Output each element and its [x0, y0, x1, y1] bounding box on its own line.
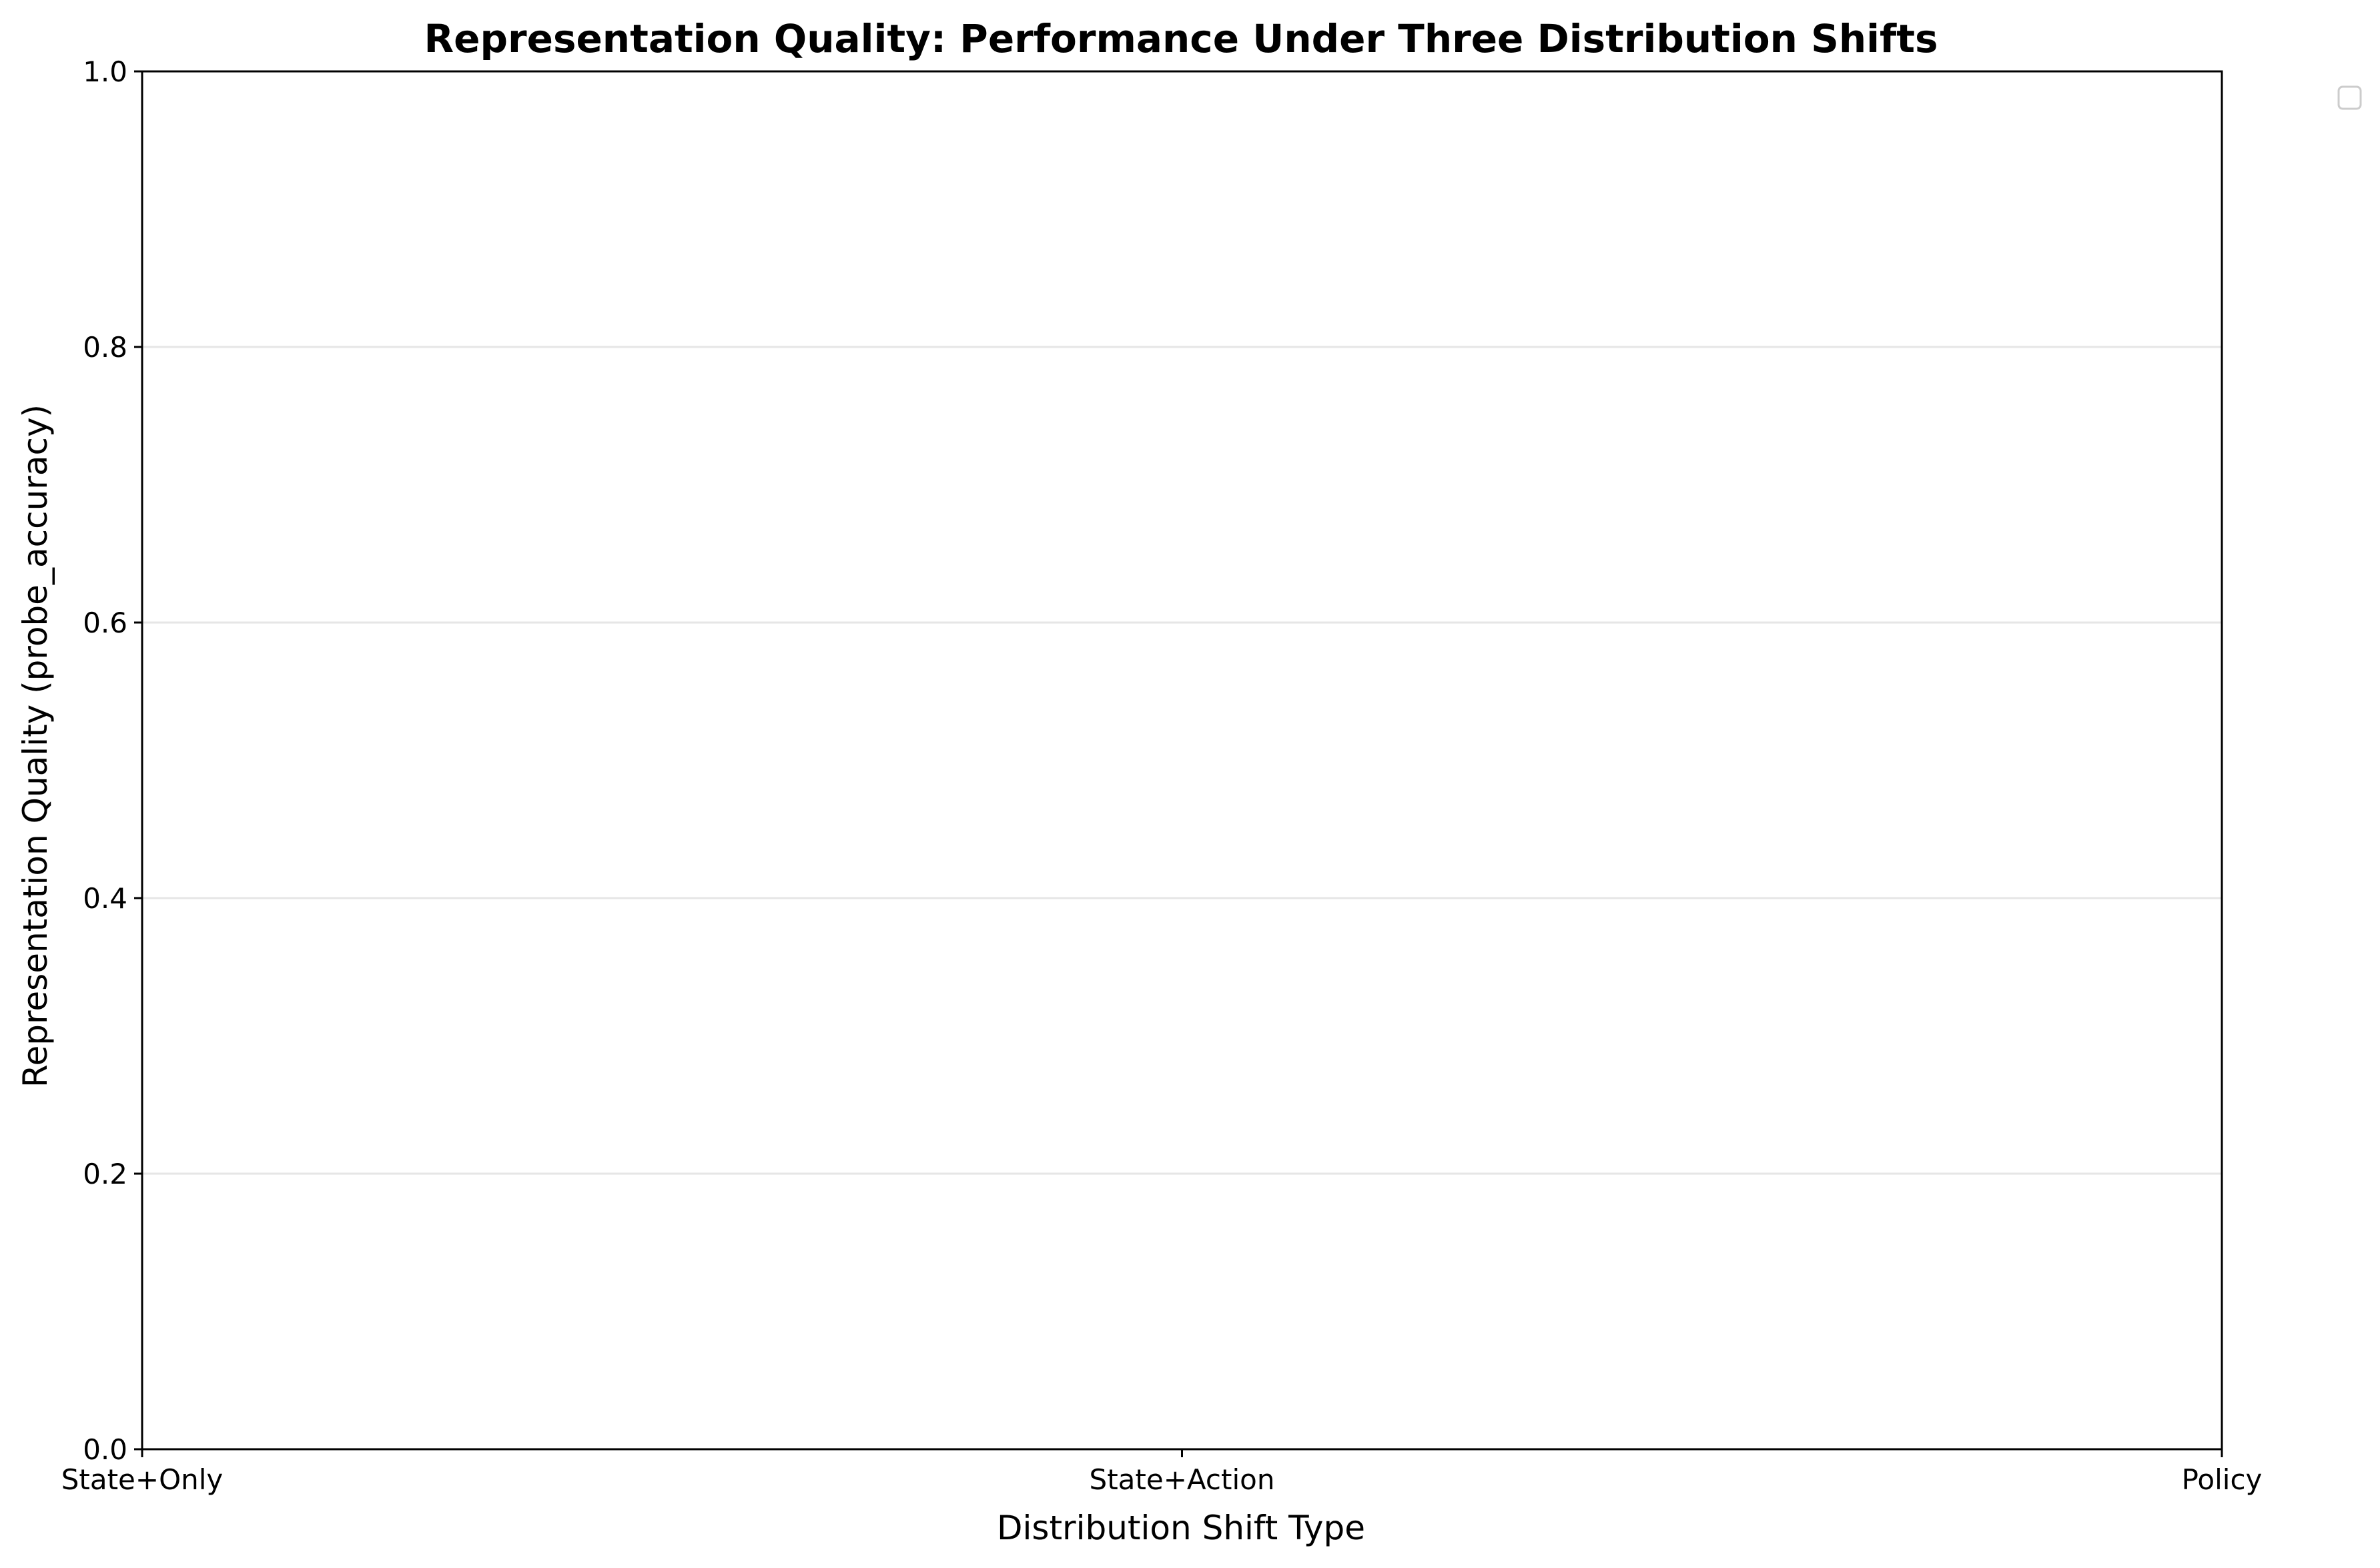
legend: [2337, 85, 2362, 110]
x-axis-ticks: State+Only State+Action Policy: [61, 1449, 2263, 1496]
y-grid: [142, 346, 2222, 1175]
legend-box: [2337, 85, 2362, 110]
x-tick-label: State+Action: [1090, 1463, 1275, 1496]
y-tick-label: 0.0: [83, 1433, 127, 1466]
x-axis-label: Distribution Shift Type: [997, 1509, 1365, 1547]
y-tick-label: 0.8: [83, 331, 127, 364]
x-tick-label: State+Only: [61, 1463, 224, 1496]
x-tick-label: Policy: [2182, 1463, 2263, 1496]
y-tick-label: 0.2: [83, 1158, 127, 1190]
y-axis-ticks: 0.0 0.2 0.4 0.6 0.8 1.0: [83, 55, 142, 1466]
y-axis-label: Representation Quality (probe_accuracy): [16, 404, 55, 1088]
y-tick-label: 0.6: [83, 607, 127, 639]
y-tick-label: 1.0: [83, 55, 127, 88]
chart-title: Representation Quality: Performance Unde…: [424, 16, 1938, 61]
y-tick-label: 0.4: [83, 882, 127, 915]
